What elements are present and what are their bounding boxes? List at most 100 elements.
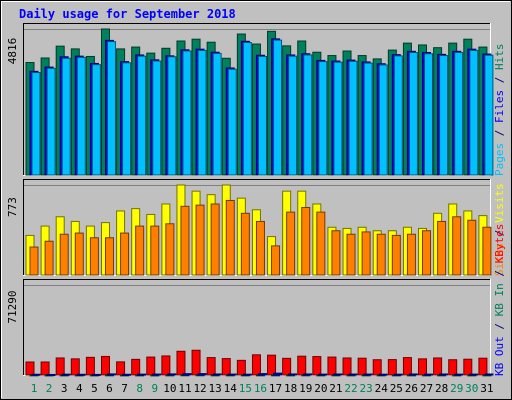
bar-sites-15 (240, 212, 250, 276)
bar-kbytes-10 (161, 355, 171, 376)
legend: Sites / Visits (493, 183, 506, 276)
bar-sites-12 (195, 204, 205, 276)
bar-kbytes-12 (191, 349, 201, 376)
bar-sites-18 (286, 211, 296, 276)
kbytes-panel: 71290 KB Out / KB In / KBytes (6, 224, 506, 377)
legend-entry: / (493, 130, 506, 143)
bar-pages-27 (424, 53, 434, 176)
bar-kb-out-5 (91, 373, 101, 376)
bar-kb-out-24 (378, 373, 388, 376)
bar-kbytes-1 (25, 361, 35, 376)
x-tick-label: 12 (193, 382, 206, 395)
x-tick-label: 27 (420, 382, 433, 395)
bar-kb-out-3 (61, 373, 71, 376)
bar-sites-23 (361, 231, 371, 276)
x-tick-label: 13 (209, 382, 222, 395)
bar-kbytes-23 (357, 357, 367, 376)
x-tick-label: 17 (269, 382, 282, 395)
bar-pages-8 (137, 55, 147, 176)
series-sites (29, 199, 492, 276)
bar-sites-26 (406, 233, 416, 276)
bar-kbytes-24 (372, 359, 382, 376)
bar-sites-10 (165, 223, 175, 276)
bar-kbytes-25 (387, 359, 397, 376)
series-kbytes (25, 349, 488, 376)
bar-sites-27 (422, 230, 432, 276)
bar-pages-16 (257, 55, 267, 176)
bar-pages-21 (333, 61, 343, 176)
x-tick-label: 24 (375, 382, 389, 395)
bar-kbytes-17 (267, 354, 277, 376)
legend-entry: Sites (493, 243, 506, 276)
bar-kbytes-11 (176, 350, 186, 376)
x-tick-label: 16 (254, 382, 267, 395)
legend: KB Out / KB In / KBytes (493, 224, 506, 376)
bar-kb-out-15 (242, 373, 252, 376)
bar-sites-20 (316, 211, 326, 276)
bar-pages-4 (76, 56, 86, 176)
bar-pages-24 (378, 64, 388, 176)
bar-pages-23 (363, 62, 373, 176)
y-max-label: 71290 (6, 290, 19, 323)
bar-kb-out-17 (273, 372, 283, 376)
bar-kb-out-22 (348, 373, 358, 376)
bar-pages-14 (227, 68, 237, 176)
bar-kb-out-27 (424, 373, 434, 376)
bar-sites-6 (104, 237, 114, 276)
bar-kb-out-11 (182, 373, 192, 376)
bar-kbytes-31 (478, 357, 488, 376)
legend-entry: KBytes (493, 224, 506, 270)
bar-sites-3 (59, 233, 69, 276)
bar-kbytes-4 (70, 358, 80, 376)
x-tick-label: 3 (61, 382, 68, 395)
visits-panel: 773 Sites / Visits (6, 179, 506, 276)
x-tick-label: 30 (465, 382, 478, 395)
hits-panel: 4816 Pages / Files / Hits (6, 23, 506, 176)
x-tick-label: 19 (299, 382, 312, 395)
x-tick-label: 22 (344, 382, 357, 395)
bar-kbytes-19 (297, 355, 307, 376)
x-axis-labels: 1 2 3 4 5 6 7 8 9 10 11 12 13 14 15 16 17 18 19 20 21 22 23 24 2… (31, 382, 494, 395)
bar-kb-out-16 (257, 373, 267, 376)
bar-kbytes-28 (433, 357, 443, 376)
bar-pages-2 (46, 67, 56, 176)
bar-kbytes-26 (402, 357, 412, 376)
y-max-label: 773 (6, 197, 19, 217)
bar-pages-17 (273, 39, 283, 176)
bar-pages-11 (182, 50, 192, 176)
x-tick-label: 1 (31, 382, 38, 395)
bar-sites-29 (452, 216, 462, 276)
bar-pages-29 (454, 52, 464, 176)
legend-entry: / (493, 77, 506, 90)
bar-kb-out-18 (288, 373, 298, 376)
bar-kbytes-30 (463, 358, 473, 376)
bar-sites-17 (271, 245, 281, 276)
bar-sites-31 (482, 226, 492, 276)
bar-kb-out-10 (167, 373, 177, 376)
bar-sites-16 (255, 220, 265, 276)
legend-entry: Files (493, 90, 506, 130)
bar-kbytes-29 (448, 359, 458, 376)
bar-sites-4 (74, 232, 84, 276)
bar-sites-2 (44, 240, 54, 276)
bar-sites-25 (391, 234, 401, 276)
x-tick-label: 23 (360, 382, 373, 395)
bar-kbytes-16 (251, 354, 261, 376)
x-tick-label: 29 (450, 382, 463, 395)
bar-sites-28 (437, 220, 447, 276)
x-tick-label: 11 (178, 382, 191, 395)
x-tick-label: 20 (314, 382, 327, 395)
x-tick-label: 31 (480, 382, 493, 395)
x-tick-label: 7 (121, 382, 128, 395)
series-kb-out (31, 372, 494, 376)
x-tick-label: 9 (151, 382, 158, 395)
x-tick-label: 25 (390, 382, 403, 395)
bar-kb-out-2 (46, 373, 56, 376)
bar-kb-out-25 (393, 373, 403, 376)
x-tick-label: 10 (163, 382, 176, 395)
bar-kb-out-7 (122, 373, 132, 376)
bar-kb-out-6 (106, 373, 116, 376)
bar-kb-out-23 (363, 373, 373, 376)
series-pages (31, 39, 494, 176)
bar-sites-1 (29, 246, 39, 276)
